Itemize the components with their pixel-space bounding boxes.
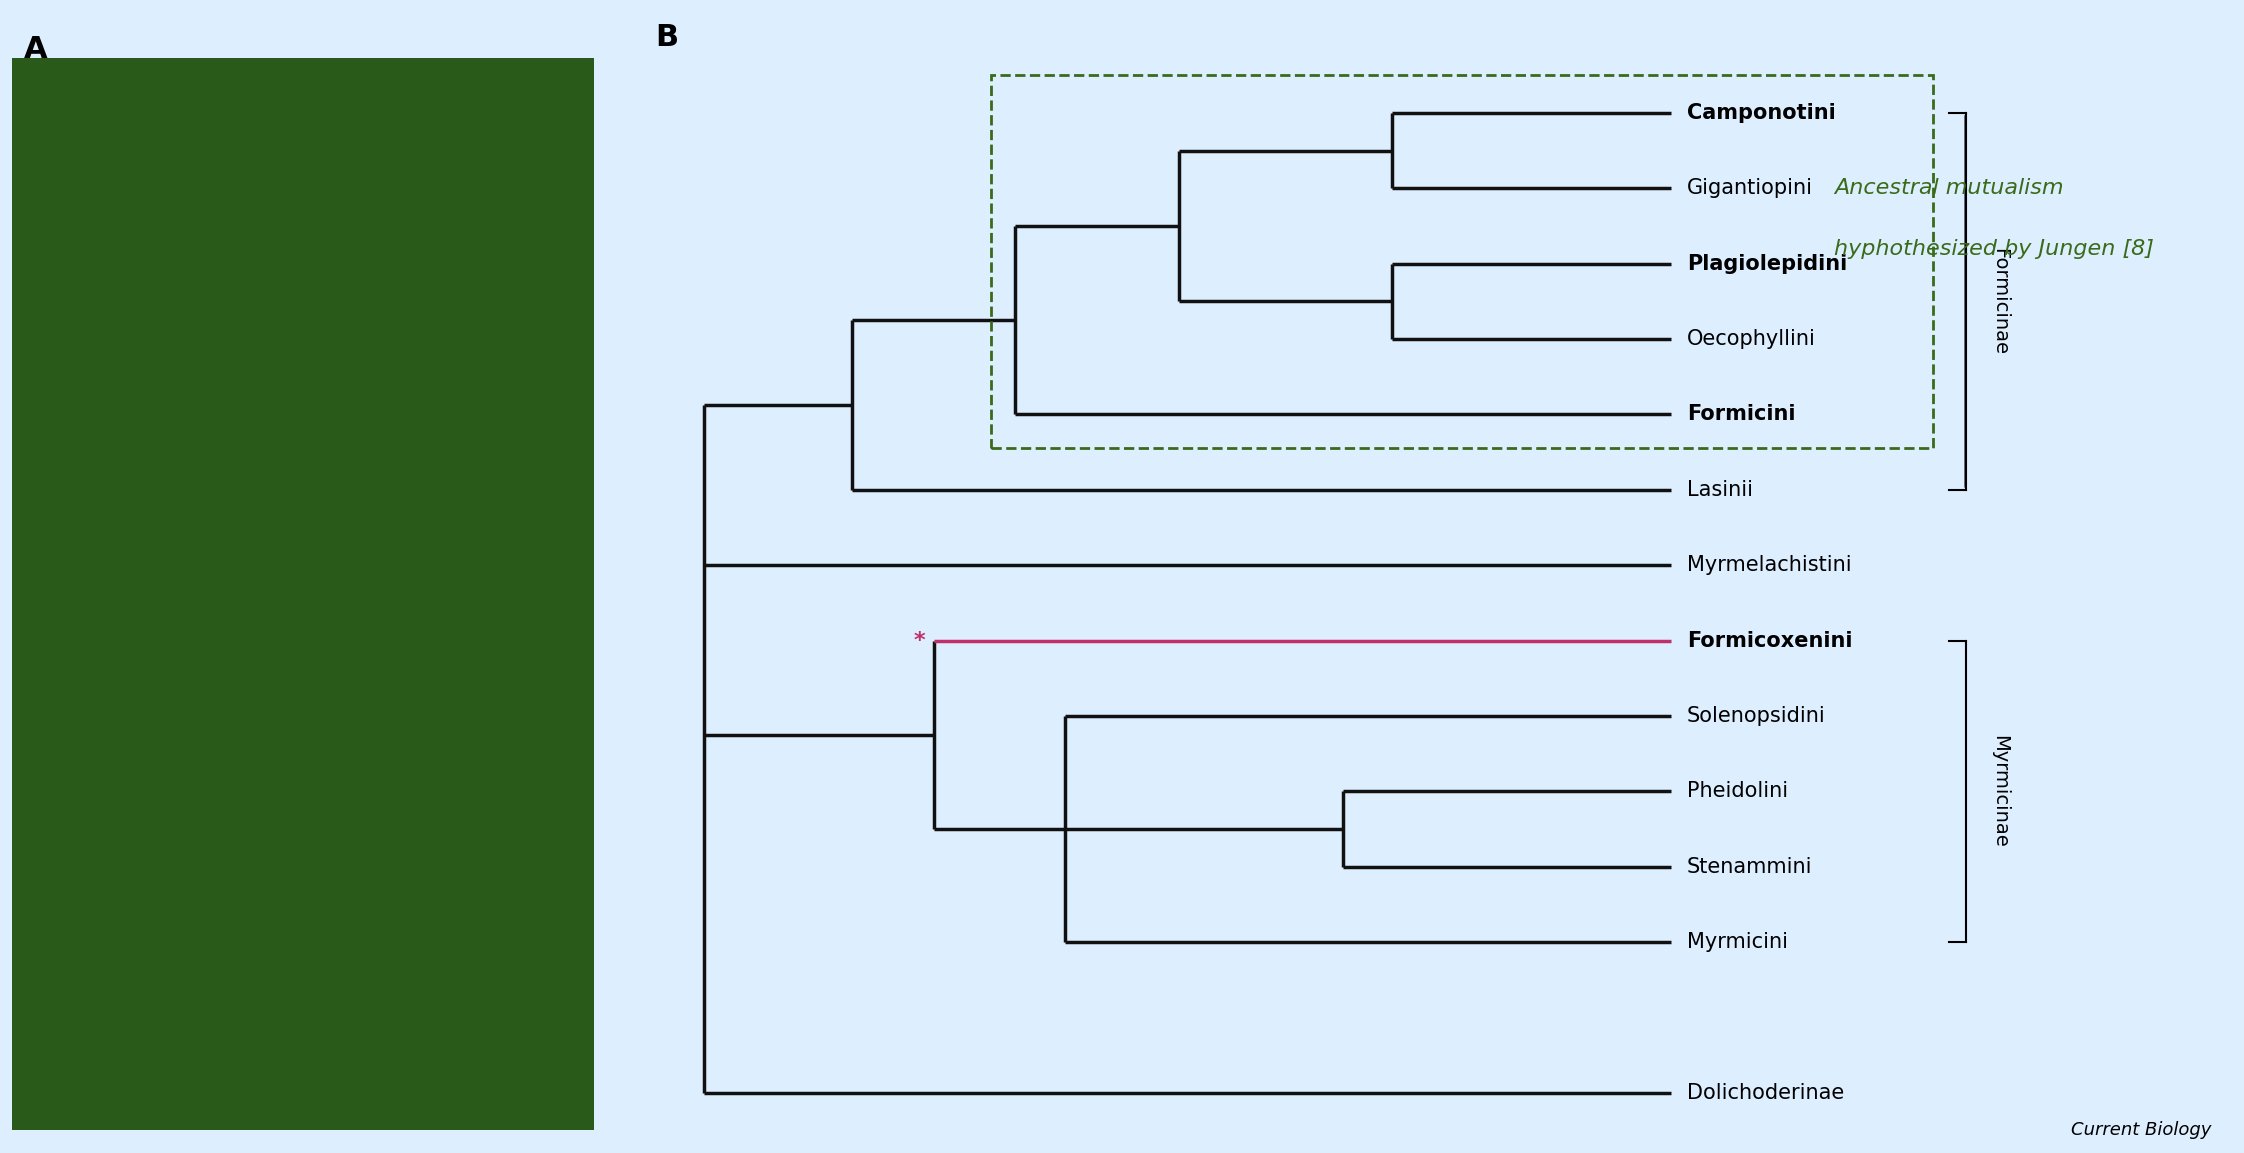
Text: hyphothesized by Jungen [8]: hyphothesized by Jungen [8] — [1836, 239, 2154, 258]
Text: Oecophyllini: Oecophyllini — [1687, 329, 1815, 349]
Text: Myrmicinae: Myrmicinae — [1990, 734, 2008, 847]
Text: Lasinii: Lasinii — [1687, 480, 1753, 500]
Text: Stenammini: Stenammini — [1687, 857, 1813, 876]
Text: Myrmelachistini: Myrmelachistini — [1687, 556, 1851, 575]
Text: A: A — [25, 35, 47, 63]
Text: Gigantiopini: Gigantiopini — [1687, 179, 1813, 198]
Text: Plagiolepidini: Plagiolepidini — [1687, 254, 1847, 273]
Text: Pheidolini: Pheidolini — [1687, 782, 1788, 801]
Text: B: B — [655, 23, 678, 52]
Text: Ancestral mutualism: Ancestral mutualism — [1836, 179, 2064, 198]
Text: Dolichoderinae: Dolichoderinae — [1687, 1083, 1845, 1102]
Text: Myrmicini: Myrmicini — [1687, 932, 1788, 952]
Text: Solenopsidini: Solenopsidini — [1687, 706, 1827, 726]
Text: Formicini: Formicini — [1687, 405, 1795, 424]
Text: Current Biology: Current Biology — [2071, 1122, 2210, 1139]
Text: Formicoxenini: Formicoxenini — [1687, 631, 1854, 650]
Text: Formicinae: Formicinae — [1990, 248, 2008, 355]
Text: Camponotini: Camponotini — [1687, 103, 1836, 123]
Text: *: * — [913, 631, 925, 650]
